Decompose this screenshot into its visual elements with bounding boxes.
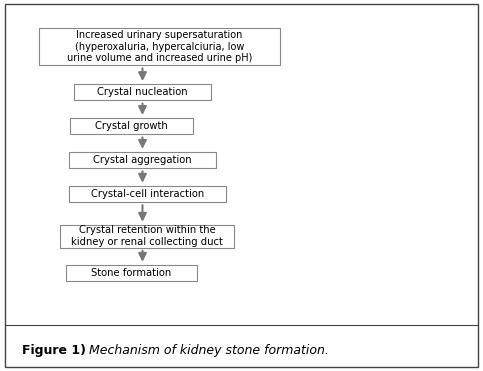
FancyBboxPatch shape [60,225,234,248]
FancyBboxPatch shape [70,118,193,134]
Text: Stone formation: Stone formation [91,268,171,278]
Text: Crystal aggregation: Crystal aggregation [93,155,192,165]
Text: Increased urinary supersaturation
(hyperoxaluria, hypercalciuria, low
urine volu: Increased urinary supersaturation (hyper… [67,30,252,63]
Text: Crystal-cell interaction: Crystal-cell interaction [91,189,204,198]
Text: Crystal nucleation: Crystal nucleation [97,87,188,97]
FancyBboxPatch shape [69,152,216,168]
Text: Mechanism of kidney stone formation.: Mechanism of kidney stone formation. [85,344,328,357]
FancyBboxPatch shape [73,84,212,100]
FancyBboxPatch shape [39,28,280,65]
FancyBboxPatch shape [66,265,197,281]
Text: Crystal retention within the
kidney or renal collecting duct: Crystal retention within the kidney or r… [71,226,223,247]
Text: Figure 1): Figure 1) [22,344,86,357]
FancyBboxPatch shape [69,186,226,202]
Text: Crystal growth: Crystal growth [95,121,168,131]
